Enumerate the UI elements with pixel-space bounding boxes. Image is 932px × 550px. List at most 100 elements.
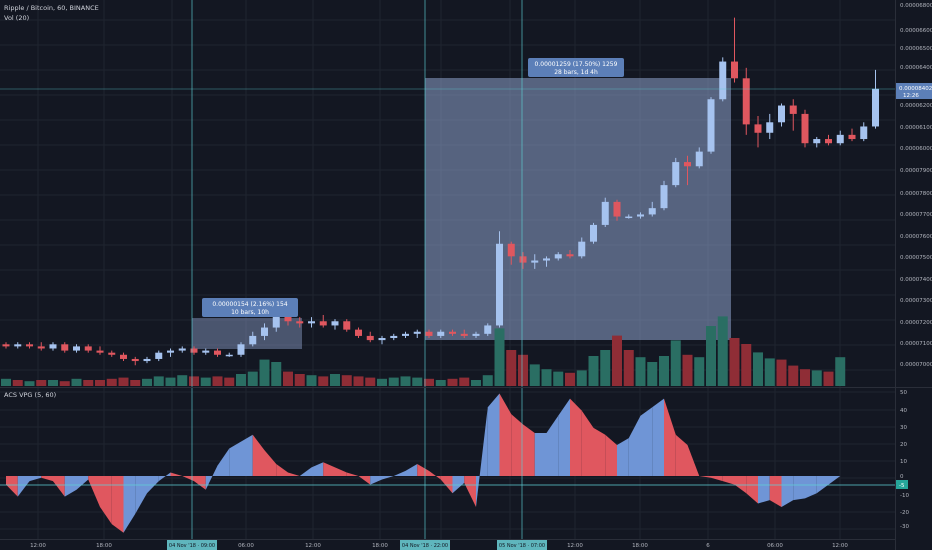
candle-body[interactable] <box>707 99 715 152</box>
candle-body[interactable] <box>801 113 809 144</box>
volume-legend[interactable]: Vol (20) <box>4 14 29 22</box>
candle-body[interactable] <box>648 208 656 215</box>
candle-body[interactable] <box>625 216 633 219</box>
candle-body[interactable] <box>742 78 750 125</box>
indicator-segment <box>158 472 171 482</box>
volume-bar <box>165 377 176 386</box>
candle-body[interactable] <box>413 331 421 334</box>
candle-body[interactable] <box>120 354 127 359</box>
candle-body[interactable] <box>766 122 774 133</box>
candle-body[interactable] <box>237 344 245 355</box>
candle-body[interactable] <box>637 214 644 217</box>
candle-body[interactable] <box>836 134 844 144</box>
indicator-legend[interactable]: ACS VPG (5, 60) <box>4 391 56 399</box>
candle-body[interactable] <box>590 224 597 242</box>
candle-body[interactable] <box>178 348 186 351</box>
candle-body[interactable] <box>249 335 257 345</box>
indicator-segment <box>111 476 124 533</box>
indicator-tick-label: 0 <box>900 474 904 480</box>
time-axis[interactable]: 12:00 18:00 06:00 12:00 18:00 12:00 18:00 6 06:0… <box>30 540 848 550</box>
candle-body[interactable] <box>26 344 33 347</box>
candle-body[interactable] <box>319 321 327 326</box>
candle-body[interactable] <box>390 335 398 339</box>
volume-bar <box>400 376 411 386</box>
candle-body[interactable] <box>272 314 280 328</box>
candle-body[interactable] <box>660 185 668 209</box>
candle-body[interactable] <box>437 331 445 336</box>
candlesticks[interactable] <box>2 17 880 366</box>
candle-body[interactable] <box>378 338 386 341</box>
candle-body[interactable] <box>308 321 315 324</box>
candle-body[interactable] <box>131 358 139 362</box>
measure-region-2[interactable] <box>425 78 731 340</box>
candle-body[interactable] <box>813 139 821 144</box>
volume-bar <box>388 377 399 386</box>
candle-body[interactable] <box>143 358 151 362</box>
candle-body[interactable] <box>366 335 374 341</box>
volume-bar <box>811 370 822 386</box>
candle-body[interactable] <box>566 254 574 257</box>
candle-body[interactable] <box>543 258 550 261</box>
candle-body[interactable] <box>73 346 80 351</box>
candle-body[interactable] <box>496 243 503 326</box>
candle-body[interactable] <box>554 254 562 259</box>
candle-body[interactable] <box>296 321 304 324</box>
candle-body[interactable] <box>872 88 879 127</box>
candle-body[interactable] <box>190 348 198 353</box>
candle-body[interactable] <box>719 61 727 100</box>
candle-body[interactable] <box>343 321 351 330</box>
candle-body[interactable] <box>519 256 527 263</box>
candle-body[interactable] <box>49 344 57 349</box>
candle-body[interactable] <box>684 162 691 167</box>
candle-body[interactable] <box>531 260 539 263</box>
candle-body[interactable] <box>695 151 703 167</box>
candle-body[interactable] <box>108 352 116 355</box>
measure-box-1[interactable]: 0.00000154 (2.16%) 154 10 bars, 10h <box>202 298 298 317</box>
candle-body[interactable] <box>731 61 738 79</box>
candle-body[interactable] <box>860 126 868 140</box>
candle-body[interactable] <box>96 350 104 353</box>
candle-body[interactable] <box>578 241 586 257</box>
indicator-axis[interactable]: 50 40 30 20 10 0 -10 -20 -30 -5 <box>896 390 909 530</box>
candle-body[interactable] <box>402 333 409 336</box>
candle-body[interactable] <box>2 344 10 347</box>
candle-body[interactable] <box>672 162 680 186</box>
candle-body[interactable] <box>84 346 92 351</box>
candle-body[interactable] <box>754 124 762 133</box>
candle-body[interactable] <box>155 352 163 359</box>
candle-body[interactable] <box>225 354 233 357</box>
measure-box-2[interactable]: 0.00001259 (17.50%) 1259 28 bars, 1d 4h <box>528 58 624 77</box>
candle-body[interactable] <box>284 314 292 322</box>
candle-body[interactable] <box>202 350 210 353</box>
indicator-segment <box>476 407 488 507</box>
candle-body[interactable] <box>331 321 339 326</box>
candle-body[interactable] <box>37 346 45 349</box>
candle-body[interactable] <box>460 333 468 336</box>
candle-body[interactable] <box>425 331 433 336</box>
candle-body[interactable] <box>825 139 832 144</box>
indicator-segment <box>546 415 559 476</box>
candle-body[interactable] <box>214 350 221 355</box>
candle-body[interactable] <box>778 105 785 123</box>
candle-body[interactable] <box>167 350 174 353</box>
candle-body[interactable] <box>14 344 22 347</box>
symbol-title[interactable]: Ripple / Bitcoin, 60, BINANCE <box>4 4 99 12</box>
candle-body[interactable] <box>61 344 69 351</box>
candle-body[interactable] <box>848 134 856 140</box>
time-tick-label: 6 <box>706 543 710 549</box>
measure-region-1[interactable] <box>192 318 302 349</box>
candle-body[interactable] <box>261 327 268 336</box>
candle-body[interactable] <box>484 325 492 334</box>
candle-body[interactable] <box>613 201 621 217</box>
candle-body[interactable] <box>507 243 515 257</box>
candle-body[interactable] <box>449 331 456 334</box>
volume-bar <box>341 375 352 386</box>
price-axis[interactable]: 0.00006800 0.00006600 0.00006500 0.00006400… <box>896 3 932 368</box>
candle-body[interactable] <box>472 333 480 336</box>
volume-bar <box>635 357 646 386</box>
candle-body[interactable] <box>789 105 797 114</box>
candle-body[interactable] <box>601 201 609 225</box>
indicator-segment <box>382 476 394 480</box>
candle-body[interactable] <box>355 329 362 336</box>
